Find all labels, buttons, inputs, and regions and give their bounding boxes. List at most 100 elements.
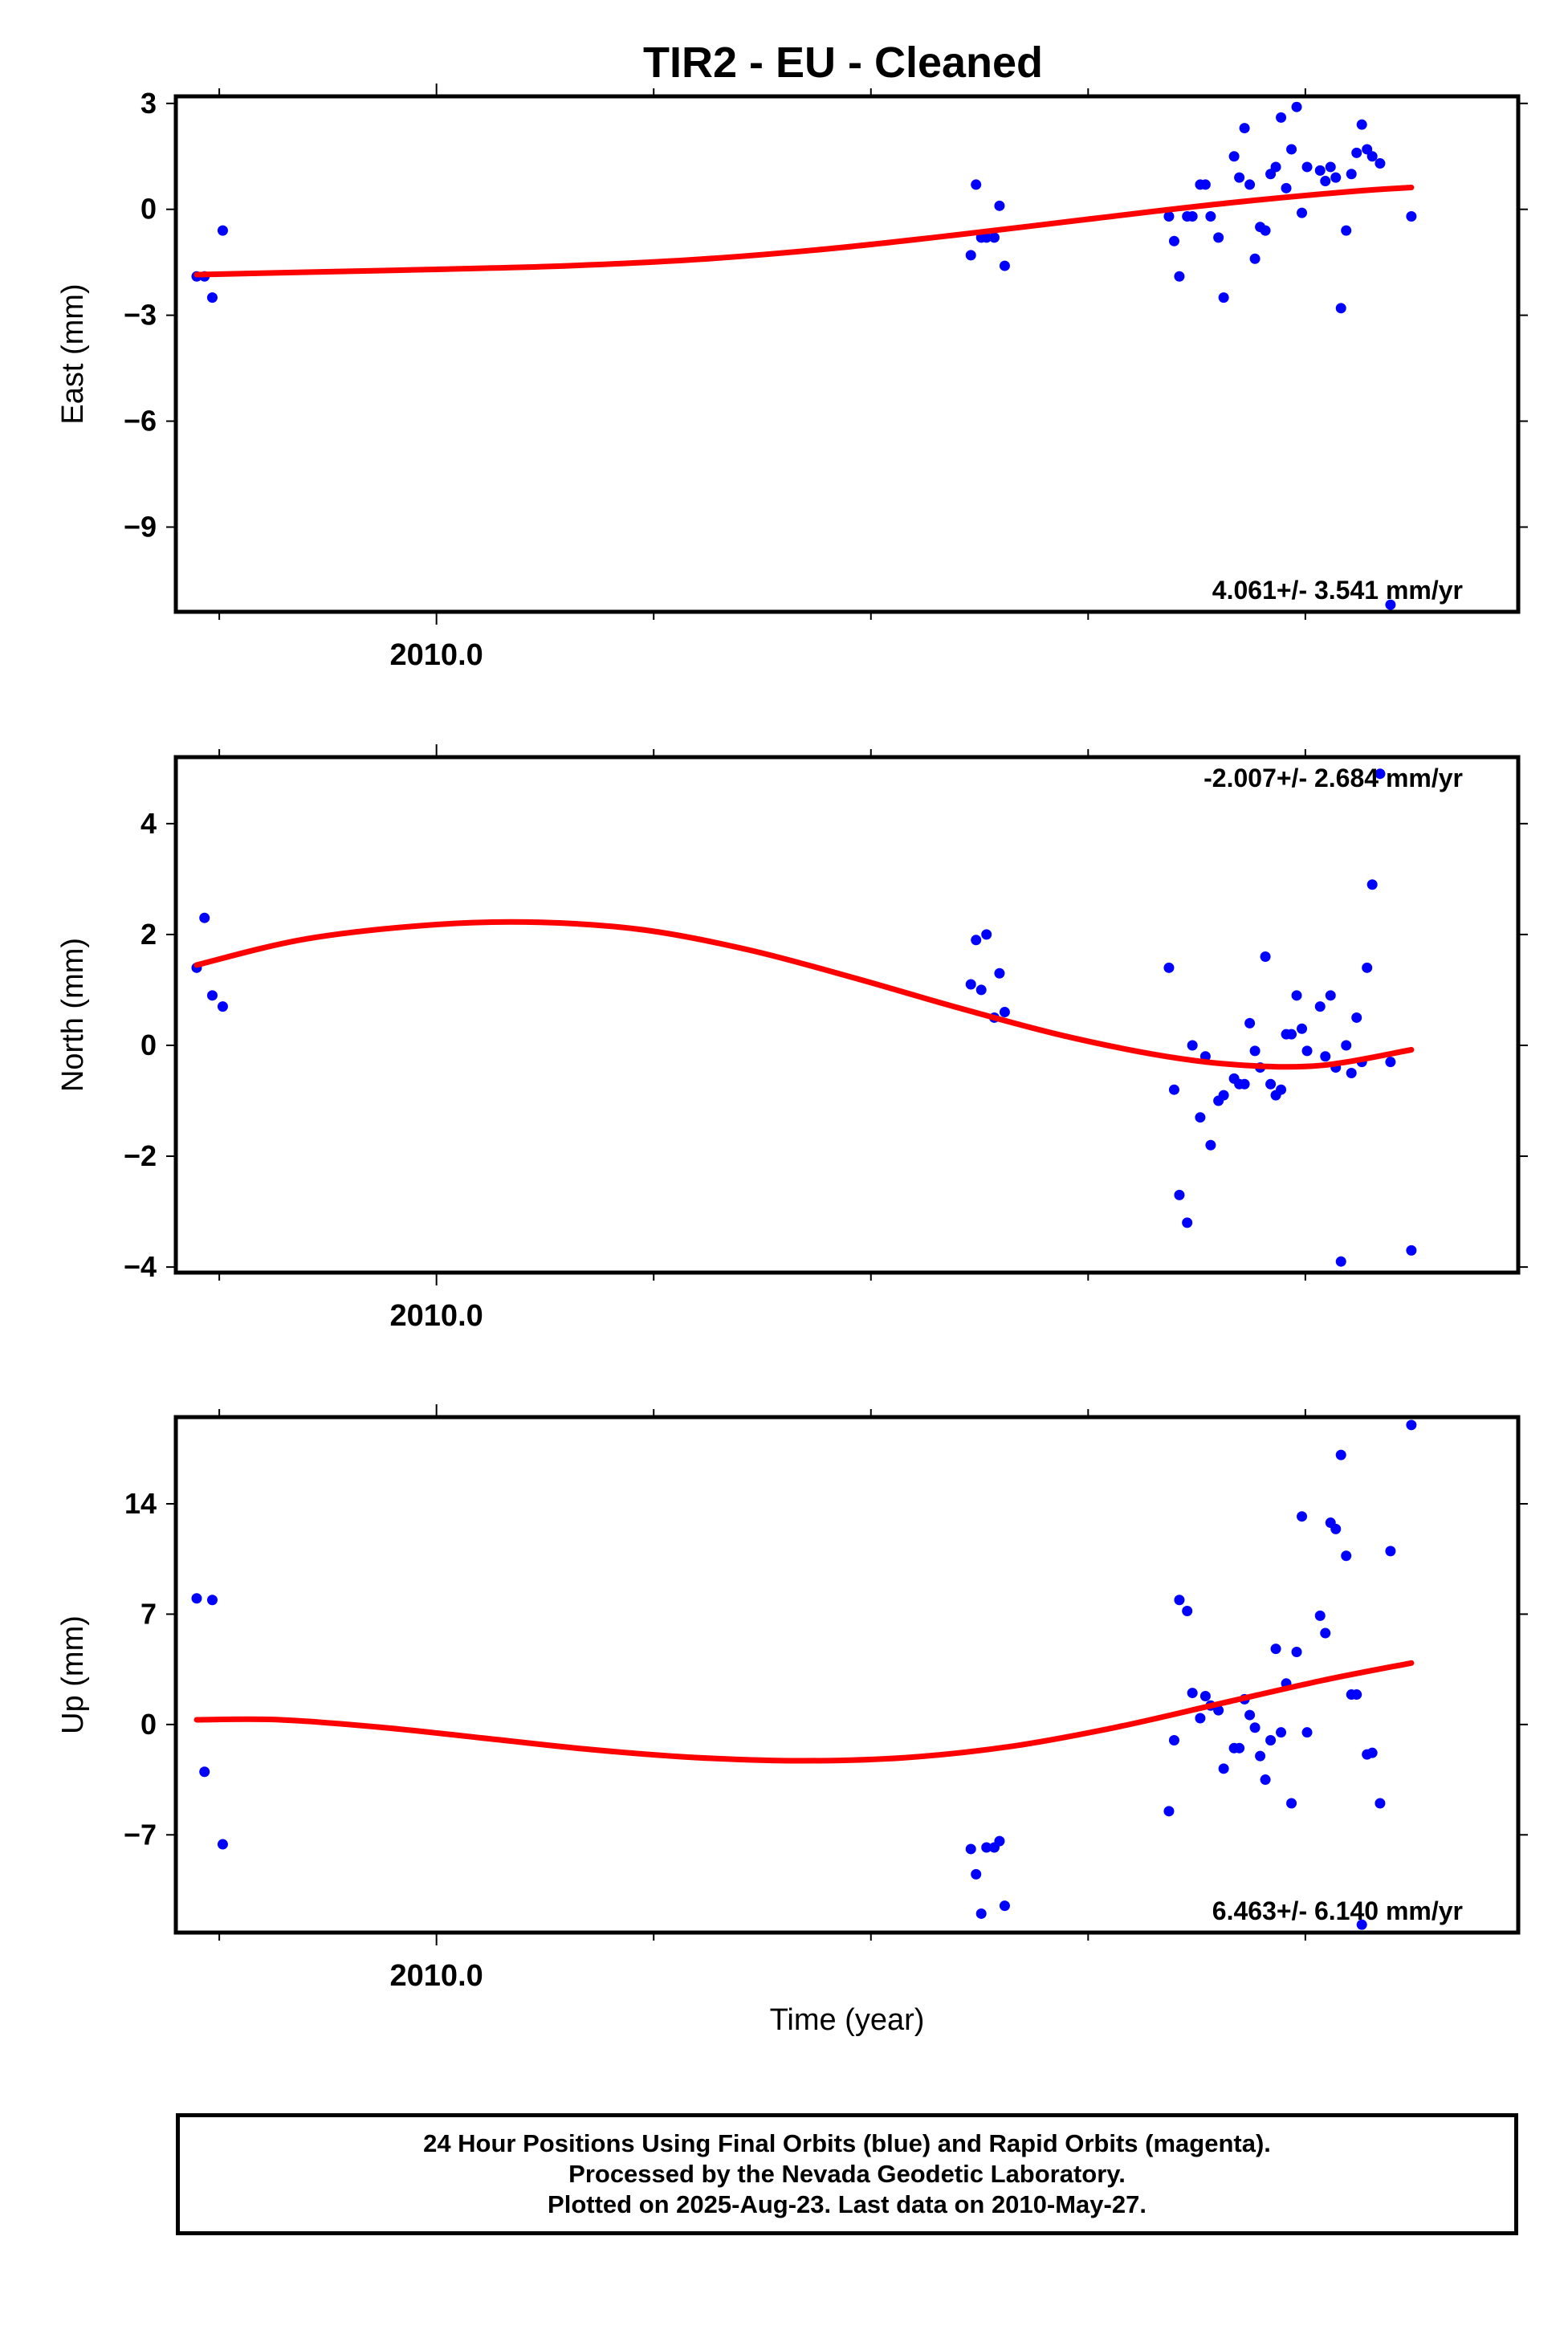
north-data-point: [1291, 990, 1302, 1001]
x-axis-label: Time (year): [770, 2003, 925, 2037]
east-data-point: [1234, 172, 1245, 183]
up-data-point: [1320, 1627, 1331, 1639]
east-data-point: [1163, 211, 1175, 222]
up-data-point: [191, 1593, 202, 1604]
north-plot-frame: [173, 755, 1521, 1275]
panel-up: 14 7 0 −7 2010.0 Up (mm) 6.463+/- 6.140 mm/yr: [56, 1404, 1528, 1993]
north-data-point: [1174, 1189, 1185, 1200]
north-data-point: [971, 935, 982, 946]
up-data-point: [206, 1595, 218, 1606]
east-plot-frame: [173, 94, 1521, 614]
north-data-point: [975, 984, 987, 996]
up-data-point: [1406, 1420, 1417, 1431]
up-rate-label: 6.463+/- 6.140 mm/yr: [1212, 1896, 1463, 1925]
north-data-point: [217, 1001, 228, 1012]
east-data-point: [1341, 225, 1352, 236]
up-data-point: [1213, 1705, 1224, 1716]
east-data-point: [1375, 158, 1386, 169]
east-data-point: [999, 260, 1010, 271]
footer-line-3: Plotted on 2025-Aug-23. Last data on 201…: [548, 2190, 1146, 2218]
up-plot-frame: [173, 1415, 1521, 1935]
up-data-point: [1270, 1644, 1281, 1655]
east-data-point: [1199, 179, 1211, 190]
north-data-point: [981, 929, 992, 940]
east-ytick-label: −3: [124, 299, 157, 332]
north-data-point: [1195, 1112, 1206, 1123]
east-data-point: [1187, 211, 1198, 222]
up-data-point: [1335, 1449, 1346, 1460]
north-data-point: [1265, 1078, 1277, 1090]
chart-title: TIR2 - EU - Cleaned: [643, 39, 1043, 87]
north-data-point: [1375, 768, 1386, 780]
north-data-point: [994, 967, 1005, 979]
east-data-point: [1330, 172, 1342, 183]
up-ytick-label: 7: [141, 1597, 157, 1630]
east-data-point: [1325, 161, 1336, 173]
east-fit-curve: [193, 184, 1415, 278]
up-data-point: [1291, 1647, 1302, 1658]
north-data-point: [1366, 879, 1378, 890]
east-data-point: [1281, 182, 1292, 193]
north-data-point: [1249, 1045, 1261, 1057]
up-ytick-label: −7: [124, 1818, 157, 1851]
east-xtick-label: 2010.0: [390, 638, 483, 672]
north-y-axis-label: North (mm): [56, 938, 90, 1092]
up-data-point: [1265, 1734, 1277, 1745]
up-data-point: [1297, 1511, 1308, 1522]
north-data-point: [1301, 1045, 1313, 1057]
east-data-point: [1346, 169, 1357, 180]
panel-north: 4 2 0 −2 −4 2010.0 North (mm) -2.007+/- 2.684 m…: [56, 744, 1528, 1333]
east-data-point: [965, 250, 976, 261]
east-ytick-label: 3: [141, 87, 157, 120]
north-data-point: [1346, 1067, 1357, 1078]
north-data-point: [206, 990, 218, 1001]
east-data-point: [1228, 151, 1240, 162]
north-xtick-label: 2010.0: [390, 1299, 483, 1333]
up-data-point: [1276, 1727, 1287, 1738]
up-data-point: [1286, 1798, 1297, 1809]
north-data-point: [1335, 1256, 1346, 1267]
up-data-point: [1314, 1610, 1326, 1621]
north-data-point: [1187, 1040, 1198, 1051]
up-data-point: [999, 1900, 1010, 1912]
up-data-point: [1163, 1806, 1175, 1817]
east-data-point: [1297, 207, 1308, 218]
east-data-point: [981, 232, 992, 243]
north-data-point: [1297, 1023, 1308, 1034]
up-data-point: [1249, 1722, 1261, 1733]
up-data-point: [1375, 1798, 1386, 1809]
up-data-point: [199, 1766, 210, 1778]
up-data-point: [1385, 1546, 1396, 1557]
east-data-point: [1314, 165, 1326, 176]
up-data-point: [1187, 1688, 1198, 1699]
up-data-point: [217, 1839, 228, 1850]
north-ytick-label: 0: [141, 1029, 157, 1061]
north-data-point: [1320, 1051, 1331, 1062]
east-data-point: [1270, 161, 1281, 173]
up-data-point: [1168, 1734, 1179, 1745]
east-ytick-label: −9: [124, 510, 157, 543]
east-rate-label: 4.061+/- 3.541 mm/yr: [1212, 576, 1463, 605]
footer-line-2: Processed by the Nevada Geodetic Laborat…: [568, 2160, 1126, 2188]
north-data-point: [1406, 1244, 1417, 1256]
north-data-point: [1205, 1139, 1216, 1151]
east-data-point: [1260, 225, 1271, 236]
up-data-point: [1366, 1747, 1378, 1758]
east-data-point: [994, 200, 1005, 211]
east-data-point: [1366, 151, 1378, 162]
north-data-point: [965, 979, 976, 990]
up-data-point: [975, 1908, 987, 1919]
north-data-point: [199, 912, 210, 923]
up-data-point: [1234, 1742, 1245, 1754]
east-data-point: [1335, 303, 1346, 314]
up-data-point: [1195, 1713, 1206, 1724]
east-data-point: [1168, 235, 1179, 246]
east-data-point: [1385, 599, 1396, 610]
east-data-point: [1174, 271, 1185, 282]
north-data-point: [1244, 1017, 1256, 1029]
north-data-point: [1182, 1217, 1193, 1228]
up-data-point: [1356, 1919, 1367, 1930]
up-ytick-label: 0: [141, 1708, 157, 1741]
north-data-point: [999, 1007, 1010, 1018]
